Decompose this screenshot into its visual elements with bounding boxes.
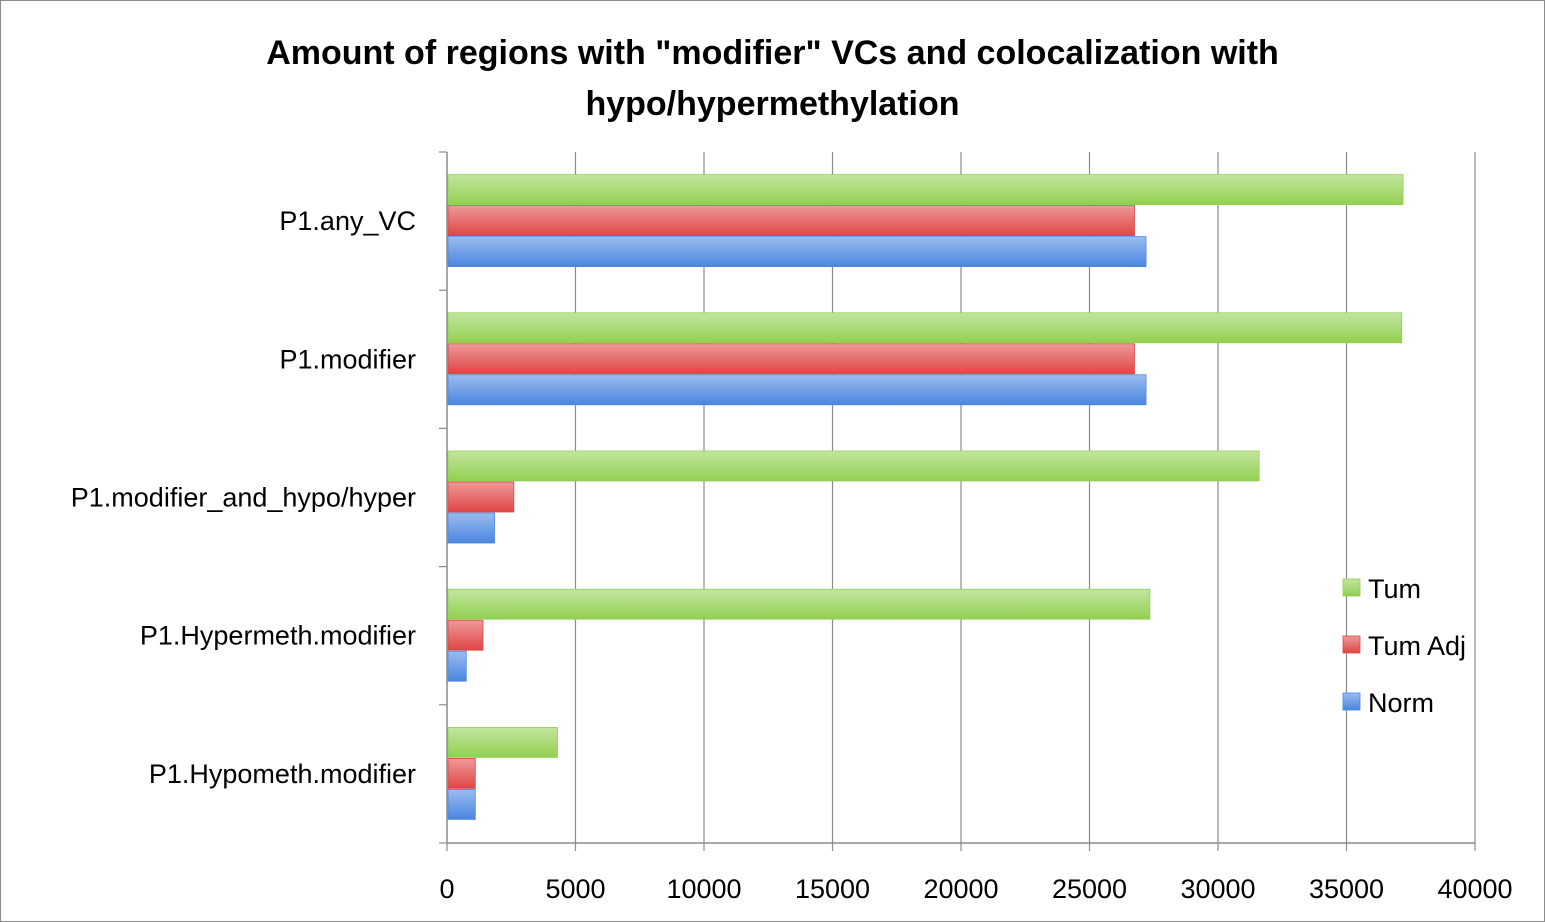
legend-label-tum-adj: Tum Adj	[1368, 631, 1466, 661]
bar-norm-p1-modifier-and-hypo-hyper	[447, 512, 495, 544]
category-label-p1-modifier: P1.modifier	[279, 344, 416, 374]
x-tick-label-40000: 40000	[1437, 874, 1512, 904]
bar-norm-p1-any-vc	[447, 236, 1147, 268]
chart-title: Amount of regions with "modifier" VCs an…	[0, 28, 1545, 130]
chart-title-line-2: hypo/hypermethylation	[585, 85, 960, 123]
grid-layer	[574, 152, 1476, 843]
x-tick-label-5000: 5000	[545, 874, 605, 904]
bar-tum-adj-p1-modifier-and-hypo-hyper	[447, 481, 515, 513]
bar-tum-p1-any-vc	[447, 174, 1404, 206]
legend-swatch-tum	[1342, 578, 1361, 597]
legend-swatch-norm	[1342, 692, 1361, 711]
x-tick-label-30000: 30000	[1180, 874, 1255, 904]
bar-tum-p1-modifier-and-hypo-hyper	[447, 450, 1260, 482]
bar-tum-p1-modifier	[447, 312, 1403, 344]
bar-tum-adj-p1-any-vc	[447, 205, 1135, 237]
legend-swatch-tum-adj	[1342, 635, 1361, 654]
bar-tum-adj-p1-hypometh-modifier	[447, 758, 476, 789]
x-tick-label-20000: 20000	[923, 874, 998, 904]
axis-layer	[439, 151, 1476, 851]
category-label-p1-hypometh-modifier: P1.Hypometh.modifier	[149, 759, 416, 789]
category-label-p1-any-vc: P1.any_VC	[279, 206, 416, 236]
bar-tum-adj-p1-modifier	[447, 343, 1135, 375]
x-tick-label-15000: 15000	[795, 874, 870, 904]
bar-tum-adj-p1-hypermeth-modifier	[447, 619, 484, 651]
x-tick-label-10000: 10000	[666, 874, 741, 904]
legend-label-tum: Tum	[1368, 574, 1421, 604]
chart-title-line-1: Amount of regions with "modifier" VCs an…	[266, 34, 1279, 72]
category-label-p1-modifier-and-hypo-hyper: P1.modifier_and_hypo/hyper	[71, 483, 416, 513]
x-tick-label-35000: 35000	[1309, 874, 1384, 904]
label-layer: 0 5000 10000 15000 20000 25000 30000 35000 40000…	[71, 206, 1513, 904]
bars-layer	[447, 174, 1404, 820]
legend-label-norm: Norm	[1368, 688, 1434, 718]
category-label-p1-hypermeth-modifier: P1.Hypermeth.modifier	[140, 621, 416, 651]
x-tick-label-0: 0	[439, 874, 454, 904]
x-tick-label-25000: 25000	[1052, 874, 1127, 904]
bar-norm-p1-modifier	[447, 374, 1147, 406]
bar-norm-p1-hypermeth-modifier	[447, 650, 467, 682]
legend: Tum Tum Adj Norm	[1342, 574, 1466, 718]
bar-norm-p1-hypometh-modifier	[447, 789, 476, 820]
bar-tum-p1-hypermeth-modifier	[447, 588, 1151, 620]
bar-tum-p1-hypometh-modifier	[447, 727, 558, 758]
